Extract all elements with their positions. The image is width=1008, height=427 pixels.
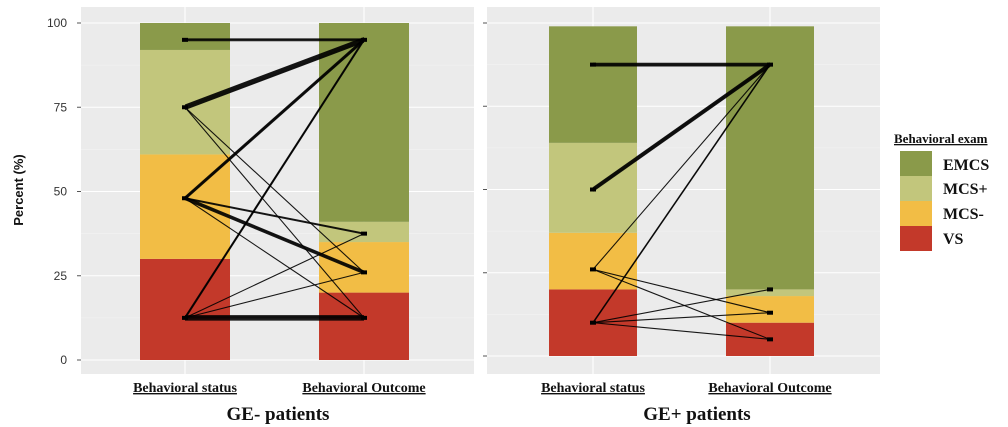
- flow-lines: [184, 37, 771, 340]
- flow-line: [592, 288, 771, 324]
- flow-line: [592, 65, 771, 191]
- bar-segment-emcs: [140, 23, 230, 50]
- flow-line: [184, 40, 365, 320]
- outcome-point: [767, 337, 773, 342]
- y-tick-label: 75: [54, 100, 68, 114]
- panel-title-ge-minus: GE- patients: [227, 404, 330, 425]
- legend-swatch-emcs: [900, 151, 932, 176]
- y-tick-label: 25: [54, 269, 68, 283]
- outcome-point: [361, 315, 367, 320]
- flow-line: [184, 38, 365, 198]
- flow-line: [592, 64, 771, 324]
- bar-segment-mcs-minusplus: [140, 49, 230, 155]
- status-point: [182, 37, 188, 42]
- flow-line: [184, 41, 365, 111]
- bar-segment-vs: [319, 292, 409, 360]
- outcome-point: [361, 231, 367, 236]
- legend-label-emcs: EMCS: [943, 157, 989, 174]
- legend-label-mcs-plus: MCS+: [943, 181, 988, 198]
- flow-line: [592, 322, 771, 340]
- flow-line: [184, 40, 365, 110]
- y-tick-label: 100: [47, 16, 67, 30]
- bar-segment-mcs-minus: [319, 242, 409, 293]
- x-tick-label: Behavioral Outcome: [302, 381, 425, 396]
- flow-line: [184, 271, 365, 319]
- outcome-point: [767, 62, 773, 67]
- bar-segment-mcs-minusplus: [726, 289, 814, 297]
- flow-line: [592, 65, 771, 192]
- bar-segment-emcs: [726, 26, 814, 290]
- x-tick-label: Behavioral status: [133, 381, 237, 396]
- flow-line: [184, 39, 365, 109]
- flow-line: [184, 198, 365, 274]
- flow-line: [184, 40, 365, 201]
- legend-swatch-mcs-minus: [900, 201, 932, 226]
- x-tick-label: Behavioral Outcome: [708, 381, 831, 396]
- flow-line: [184, 198, 365, 235]
- legend-swatch-mcs-plus: [900, 176, 932, 201]
- flow-line: [184, 233, 365, 319]
- status-point: [590, 320, 596, 325]
- status-point: [590, 187, 596, 192]
- flow-line: [592, 63, 771, 190]
- status-point: [590, 62, 596, 67]
- outcome-point: [767, 310, 773, 315]
- y-axis-ticks: 0 25 50 75 100: [47, 16, 487, 367]
- bar-segment-emcs: [319, 23, 409, 222]
- flow-line: [184, 197, 365, 234]
- bar-segment-mcs-minus: [549, 232, 637, 290]
- legend: Behavioral exam EMCS MCS+ MCS- VS: [894, 131, 989, 251]
- outcome-point: [361, 37, 367, 42]
- status-point: [182, 315, 188, 320]
- legend-title: Behavioral exam: [894, 131, 988, 146]
- legend-label-vs: VS: [943, 231, 964, 248]
- flow-points: [182, 37, 773, 342]
- flow-line: [184, 199, 365, 275]
- panel-title-ge-plus: GE+ patients: [643, 404, 750, 425]
- x-tick-label: Behavioral status: [541, 381, 645, 396]
- status-point: [182, 196, 188, 201]
- flow-line: [592, 62, 771, 189]
- outcome-point: [767, 287, 773, 292]
- flow-line: [184, 37, 365, 107]
- bar-segment-emcs: [549, 26, 637, 143]
- bar-segment-mcs-minus: [726, 296, 814, 323]
- y-tick-label: 50: [54, 185, 68, 199]
- flow-line: [184, 106, 365, 273]
- status-point: [182, 105, 188, 110]
- y-tick-label: 0: [60, 353, 67, 367]
- bar-segment-vs: [140, 258, 230, 360]
- flow-line: [592, 312, 771, 324]
- flow-line: [592, 64, 771, 270]
- flow-line: [184, 196, 365, 272]
- status-point: [590, 267, 596, 272]
- flow-line: [184, 106, 365, 319]
- legend-label-mcs-minus: MCS-: [943, 206, 984, 223]
- stacked-bars: [140, 23, 814, 360]
- flow-line: [184, 197, 365, 273]
- outcome-point: [361, 270, 367, 275]
- flow-line: [184, 37, 365, 106]
- flow-line: [592, 268, 771, 314]
- flow-line: [184, 38, 365, 108]
- flow-line: [592, 64, 771, 190]
- y-axis-title: Percent (%): [11, 154, 26, 226]
- flow-line: [184, 38, 365, 199]
- category-labels: Behavioral status Behavioral Outcome Behav…: [133, 381, 832, 396]
- flow-line: [184, 39, 365, 200]
- legend-swatch-vs: [900, 226, 932, 251]
- flow-line: [184, 197, 365, 319]
